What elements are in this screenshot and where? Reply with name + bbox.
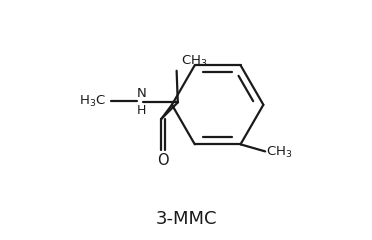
Text: H$_3$C: H$_3$C [79, 94, 106, 109]
Text: CH$_3$: CH$_3$ [181, 54, 207, 69]
Text: N: N [137, 87, 146, 100]
Text: 3-MMC: 3-MMC [155, 210, 217, 228]
Text: H: H [137, 104, 146, 117]
Text: O: O [157, 153, 169, 168]
Text: CH$_3$: CH$_3$ [266, 145, 293, 160]
